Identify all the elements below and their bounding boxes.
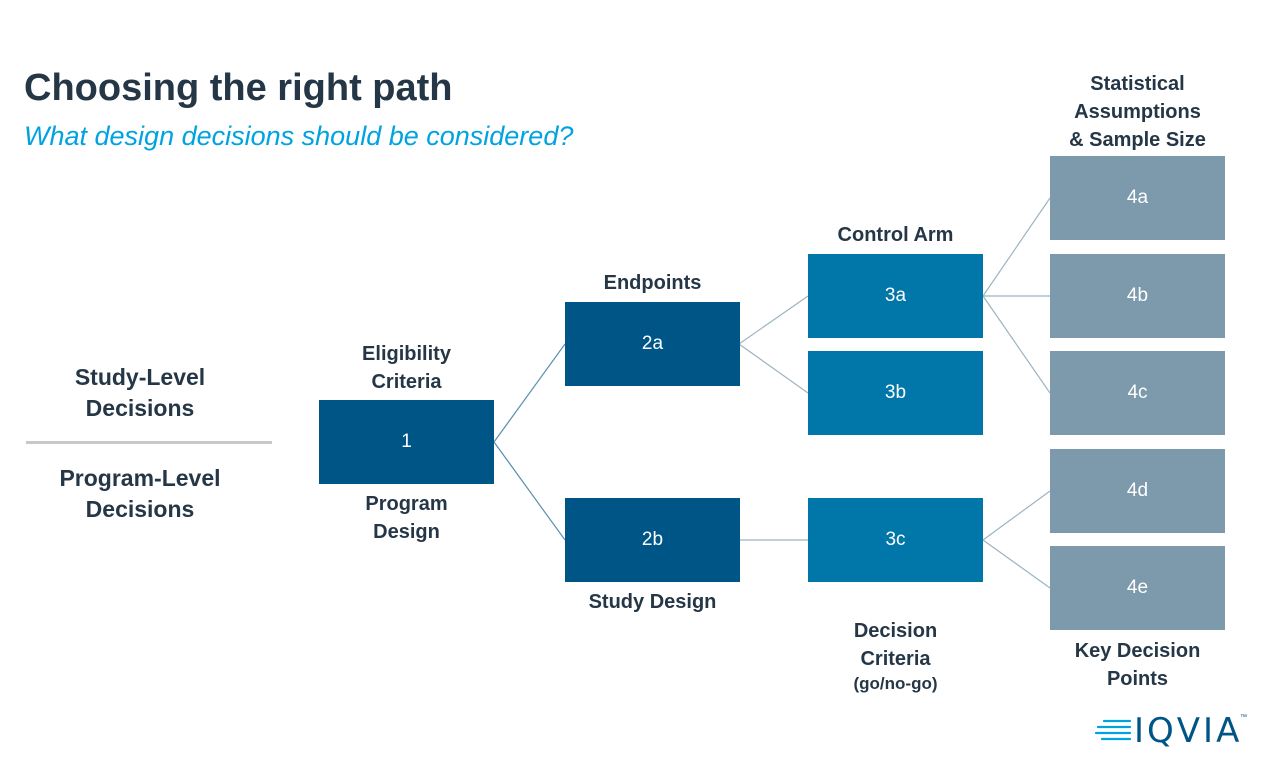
decision-criteria-caption: Decision Criteria (go/no-go): [808, 589, 983, 723]
program-level-label: Program-Level Decisions: [59, 465, 221, 522]
node-3a: 3a: [808, 254, 983, 338]
page-subtitle: What design decisions should be consider…: [24, 121, 574, 151]
level-divider: [26, 441, 272, 444]
node-4e: 4e: [1050, 546, 1225, 630]
decision-criteria-subtext: (go/no-go): [853, 674, 938, 693]
program-design-caption: Program Design: [365, 493, 448, 543]
connector-3c-4d: [982, 490, 1051, 541]
page-title: Choosing the right path: [24, 67, 453, 109]
connector-3a-4a: [982, 197, 1051, 297]
node-2a: 2a: [565, 302, 740, 386]
node-4d: 4d: [1050, 449, 1225, 533]
logo-text: IQVIA: [1134, 711, 1243, 751]
node-4b: 4b: [1050, 254, 1225, 338]
logo-lines-icon: [1094, 719, 1132, 741]
iqvia-logo: IQVIA ™: [1094, 712, 1254, 752]
node-2b: 2b: [565, 498, 740, 582]
eligibility-criteria-caption: Eligibility Criteria: [362, 343, 451, 393]
decision-criteria-label: Decision Criteria: [853, 620, 938, 670]
statistical-assumptions-caption: Statistical Assumptions & Sample Size: [1069, 73, 1206, 151]
connector-1-2b: [493, 441, 566, 541]
node-1: 1: [319, 400, 494, 484]
control-arm-caption: Control Arm: [837, 224, 954, 246]
connector-2a-3a: [738, 295, 809, 345]
logo-trademark: ™: [1240, 714, 1247, 721]
study-design-caption: Study Design: [588, 591, 717, 613]
node-4c: 4c: [1050, 351, 1225, 435]
node-4a: 4a: [1050, 156, 1225, 240]
connector-3a-4c: [982, 295, 1051, 394]
connector-2a-3b: [738, 343, 809, 394]
study-level-label: Study-Level Decisions: [74, 364, 206, 421]
key-decision-points-caption: Key Decision Points: [1074, 640, 1201, 690]
node-3c: 3c: [808, 498, 983, 582]
endpoints-caption: Endpoints: [603, 272, 702, 294]
connector-1-2a: [493, 343, 566, 443]
connector-3c-4e: [982, 539, 1051, 589]
node-3b: 3b: [808, 351, 983, 435]
